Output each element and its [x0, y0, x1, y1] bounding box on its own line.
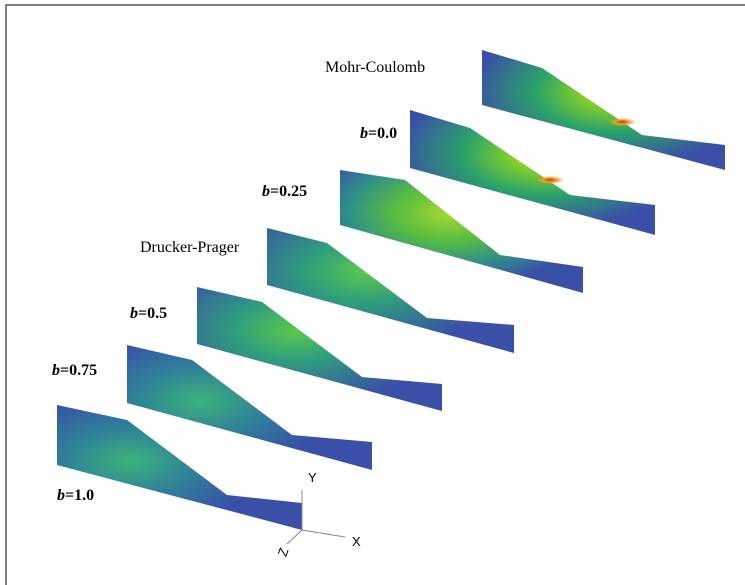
axis-label: Y [308, 470, 317, 485]
label-var: b [360, 125, 368, 142]
label-var: b [57, 487, 65, 504]
label: b=0.25 [262, 183, 307, 200]
axis-label: X [352, 534, 361, 549]
label: Mohr-Coulomb [325, 59, 425, 76]
z-axis [287, 530, 302, 544]
panel [482, 50, 725, 170]
panels [57, 50, 725, 530]
figure: Mohr-Coulomb b=0.0 b=0.25 Drucker-Prager… [0, 0, 745, 585]
label: b=0.5 [130, 305, 167, 322]
axis-label: Z [275, 546, 292, 559]
x-axis [302, 530, 345, 537]
label: b=0.75 [52, 362, 97, 379]
label-var: b [262, 183, 270, 200]
label: b=1.0 [57, 487, 94, 504]
slope-panel [482, 50, 725, 170]
label-value: =0.0 [368, 125, 397, 142]
label-value: =0.5 [138, 305, 167, 322]
hotspot [608, 118, 636, 126]
label-var: b [130, 305, 138, 322]
label-var: b [52, 362, 60, 379]
label: Drucker-Prager [140, 239, 240, 256]
hotspot [536, 176, 564, 184]
label-value: =1.0 [65, 487, 94, 504]
label: b=0.0 [360, 125, 397, 142]
label-value: =0.75 [60, 362, 97, 379]
label-value: =0.25 [270, 183, 307, 200]
